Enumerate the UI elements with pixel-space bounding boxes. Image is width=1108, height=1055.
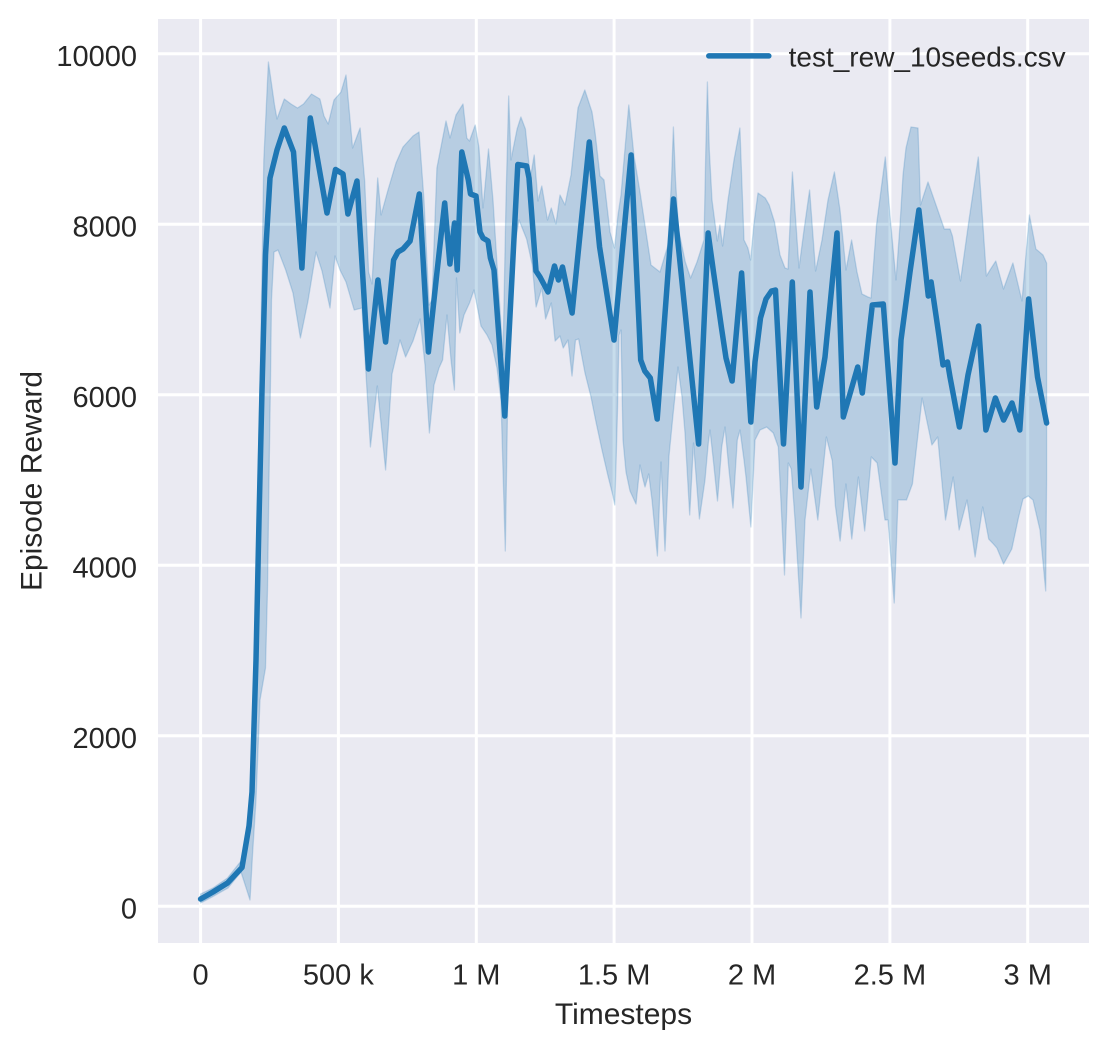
svg-text:500 k: 500 k	[303, 960, 374, 992]
svg-text:2.5 M: 2.5 M	[854, 960, 927, 992]
svg-text:Episode Reward: Episode Reward	[15, 371, 48, 591]
svg-text:0: 0	[121, 894, 137, 926]
svg-text:1.5 M: 1.5 M	[578, 960, 651, 992]
svg-text:0: 0	[193, 960, 209, 992]
svg-text:test_rew_10seeds.csv: test_rew_10seeds.csv	[789, 41, 1066, 72]
svg-text:3 M: 3 M	[1004, 960, 1052, 992]
svg-text:1 M: 1 M	[452, 960, 500, 992]
svg-text:8000: 8000	[72, 212, 137, 244]
svg-text:Timesteps: Timesteps	[555, 998, 692, 1031]
svg-text:2 M: 2 M	[728, 960, 776, 992]
svg-text:6000: 6000	[72, 382, 137, 414]
svg-text:4000: 4000	[72, 553, 137, 585]
svg-text:10000: 10000	[56, 41, 137, 73]
svg-text:2000: 2000	[72, 723, 137, 755]
